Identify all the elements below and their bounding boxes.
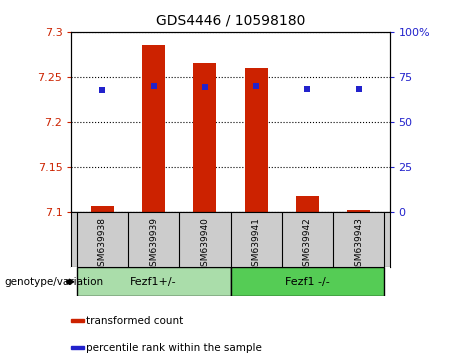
Bar [245,68,268,212]
Bar [91,206,114,212]
Bar [347,210,370,212]
Text: GSM639939: GSM639939 [149,217,158,272]
Point [253,83,260,89]
Point [99,87,106,92]
Bar [71,319,84,322]
Bar [71,346,84,349]
Text: percentile rank within the sample: percentile rank within the sample [86,343,262,353]
Point [355,86,362,92]
Point [304,86,311,92]
Point [201,84,208,90]
Bar [296,196,319,212]
Title: GDS4446 / 10598180: GDS4446 / 10598180 [156,14,305,28]
Text: GSM639942: GSM639942 [303,217,312,272]
Text: Fezf1+/-: Fezf1+/- [130,277,177,287]
Text: transformed count: transformed count [86,316,183,326]
Bar [142,45,165,212]
Text: genotype/variation: genotype/variation [5,277,104,287]
Bar [193,63,216,212]
Bar [230,267,384,296]
Text: GSM639943: GSM639943 [354,217,363,272]
Text: GSM639940: GSM639940 [201,217,209,272]
Text: GSM639938: GSM639938 [98,217,107,272]
Point [150,83,157,89]
Bar [77,267,230,296]
Text: GSM639941: GSM639941 [252,217,260,272]
Text: Fezf1 -/-: Fezf1 -/- [285,277,330,287]
